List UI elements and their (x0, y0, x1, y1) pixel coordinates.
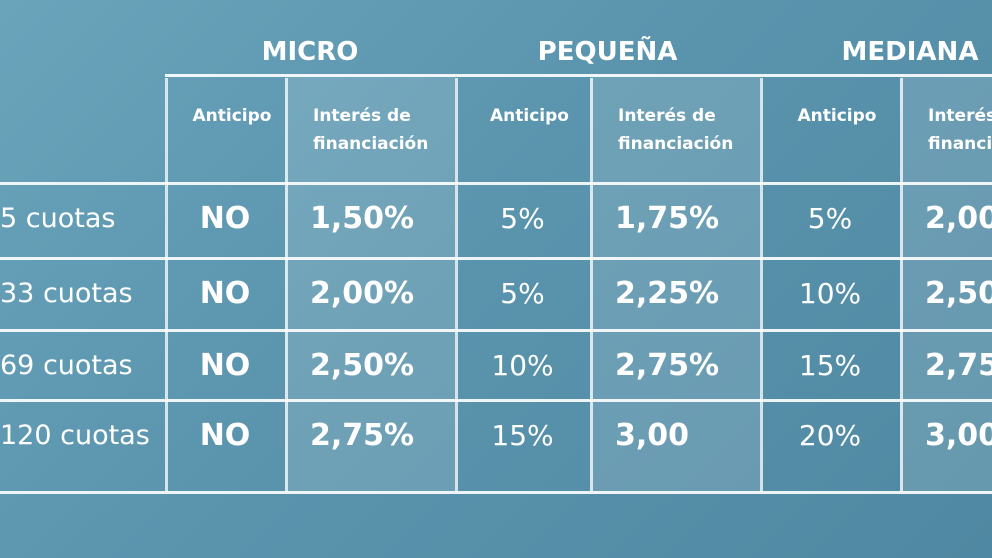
table-cell: 2,50% (925, 275, 992, 311)
row-label: 69 cuotas (0, 349, 133, 381)
table-cell: NO (199, 275, 251, 311)
table-cell: NO (199, 417, 251, 453)
group-title: MICRO (261, 37, 359, 67)
table-cell: 20% (798, 418, 862, 452)
column-divider (285, 78, 288, 492)
table-cell: 15% (798, 348, 862, 382)
table-cell: 10% (798, 276, 862, 310)
column-header: Anticipo (192, 106, 272, 126)
table-cell: 15% (491, 418, 554, 452)
column-band (285, 75, 455, 492)
group-title: MEDIANA (841, 37, 979, 67)
table-cell: 5% (500, 201, 545, 235)
table-cell: 3,00 (615, 417, 690, 453)
table-cell: NO (199, 347, 251, 383)
table-cell: 2,75% (310, 417, 415, 453)
table-cell: 3,00 (925, 417, 992, 453)
row-divider (0, 399, 992, 402)
group-title: PEQUEÑA (537, 37, 678, 67)
column-divider (590, 78, 593, 492)
column-divider (760, 78, 763, 492)
table-cell: 2,00% (925, 200, 992, 236)
column-header: Interés de financiación (313, 106, 429, 154)
table-cell: 2,00% (310, 275, 415, 311)
column-band (590, 75, 760, 492)
table-cell: 2,75% (925, 347, 992, 383)
row-divider (0, 182, 992, 185)
row-divider (0, 329, 992, 332)
row-divider (165, 74, 992, 77)
row-label: 5 cuotas (0, 202, 116, 234)
table-cell: 5% (500, 276, 545, 310)
column-header: Interés de financiación (618, 106, 734, 154)
table-cell: 10% (491, 348, 554, 382)
column-divider (900, 78, 903, 492)
row-divider (0, 491, 992, 494)
table-cell: 2,75% (615, 347, 720, 383)
column-header: Anticipo (490, 106, 569, 126)
row-divider (0, 257, 992, 260)
row-label: 120 cuotas (0, 419, 150, 451)
table-cell: 1,50% (310, 200, 415, 236)
row-label: 33 cuotas (0, 277, 133, 309)
column-band (900, 75, 992, 492)
table-cell: 1,75% (615, 200, 720, 236)
table-cell: NO (199, 200, 251, 236)
table-cell: 5% (807, 201, 853, 235)
table-cell: 2,50% (310, 347, 415, 383)
column-header: Anticipo (797, 106, 877, 126)
column-divider (455, 78, 458, 492)
column-header: Interés de financiación (928, 106, 992, 154)
column-divider (165, 78, 168, 492)
table-cell: 2,25% (615, 275, 720, 311)
